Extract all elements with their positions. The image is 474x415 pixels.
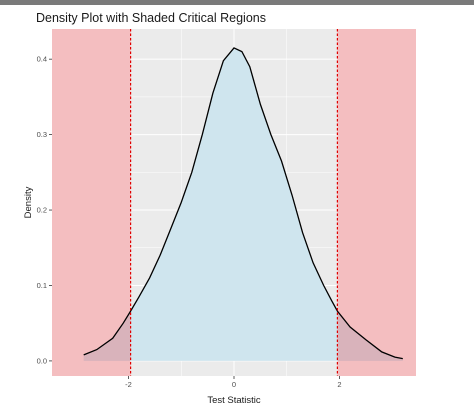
y-tick-label: 0.0 [37, 356, 47, 365]
critical-region-right [337, 29, 416, 376]
tail-area-right [337, 311, 403, 361]
x-axis: -2 0 2 [125, 376, 342, 389]
tail-area-left [83, 311, 131, 361]
chart-title: Density Plot with Shaded Critical Region… [36, 11, 266, 25]
y-axis-title: Density [23, 186, 34, 218]
x-tick-label: -2 [125, 380, 132, 389]
density-curve [83, 47, 403, 360]
top-bar [0, 0, 474, 5]
acceptance-region-area [130, 47, 338, 361]
x-tick-label: 0 [232, 380, 236, 389]
y-axis: 0.0 0.1 0.2 0.3 0.4 [37, 55, 52, 365]
x-axis-title: Test Statistic [207, 395, 261, 406]
x-tick-label: 2 [337, 380, 341, 389]
y-tick-label: 0.4 [37, 55, 47, 64]
critical-region-left [52, 29, 131, 376]
y-tick-label: 0.1 [37, 281, 47, 290]
y-tick-label: 0.2 [37, 206, 47, 215]
y-tick-label: 0.3 [37, 130, 47, 139]
